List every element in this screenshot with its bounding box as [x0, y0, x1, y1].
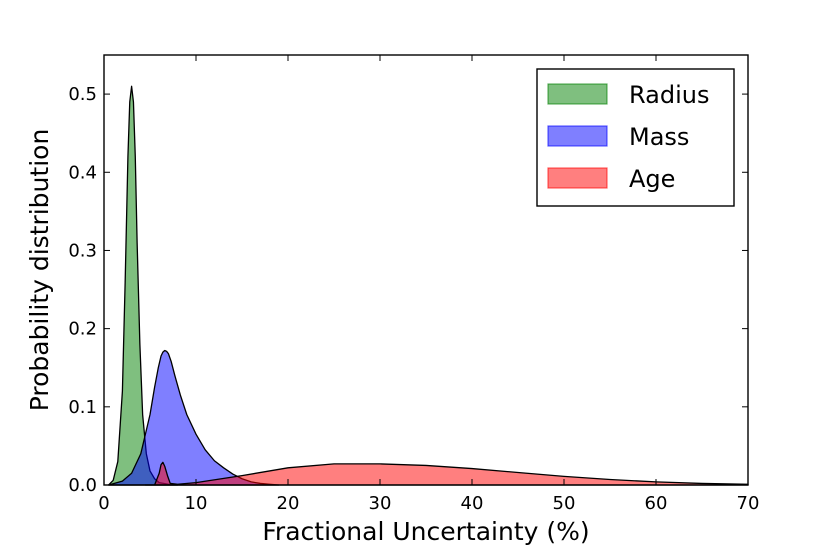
- x-tick-label: 20: [277, 493, 300, 514]
- ticks-layer: 0 10 20 30 40 50 60 70 0.0 0.1 0.2 0.3 0.4 0.5: [68, 55, 759, 514]
- series-layer: [107, 85, 749, 486]
- x-tick-label: 30: [369, 493, 392, 514]
- legend-label-mass: Mass: [629, 123, 689, 151]
- x-tick-label: 0: [98, 493, 109, 514]
- legend-swatch-radius: [547, 83, 608, 105]
- x-tick-label: 60: [645, 493, 668, 514]
- y-tick-label: 0.0: [68, 475, 97, 496]
- x-tick-label: 50: [553, 493, 576, 514]
- series-area-age: [144, 461, 749, 486]
- y-tick-label: 0.2: [68, 319, 97, 340]
- legend-swatch-mass: [547, 125, 608, 147]
- x-tick-label: 10: [185, 493, 208, 514]
- plot-frame: [103, 54, 749, 486]
- x-axis-label: Fractional Uncertainty (%): [262, 517, 589, 546]
- legend: Radius Mass Age: [536, 68, 735, 207]
- legend-swatch-age: [547, 167, 608, 189]
- y-tick-label: 0.5: [68, 84, 97, 105]
- y-axis-label: Probability distribution: [25, 129, 54, 412]
- legend-label-radius: Radius: [629, 81, 709, 109]
- y-tick-label: 0.1: [68, 397, 97, 418]
- y-tick-label: 0.4: [68, 162, 97, 183]
- legend-label-age: Age: [629, 165, 675, 193]
- x-tick-label: 70: [737, 493, 760, 514]
- x-tick-label: 40: [461, 493, 484, 514]
- y-tick-label: 0.3: [68, 240, 97, 261]
